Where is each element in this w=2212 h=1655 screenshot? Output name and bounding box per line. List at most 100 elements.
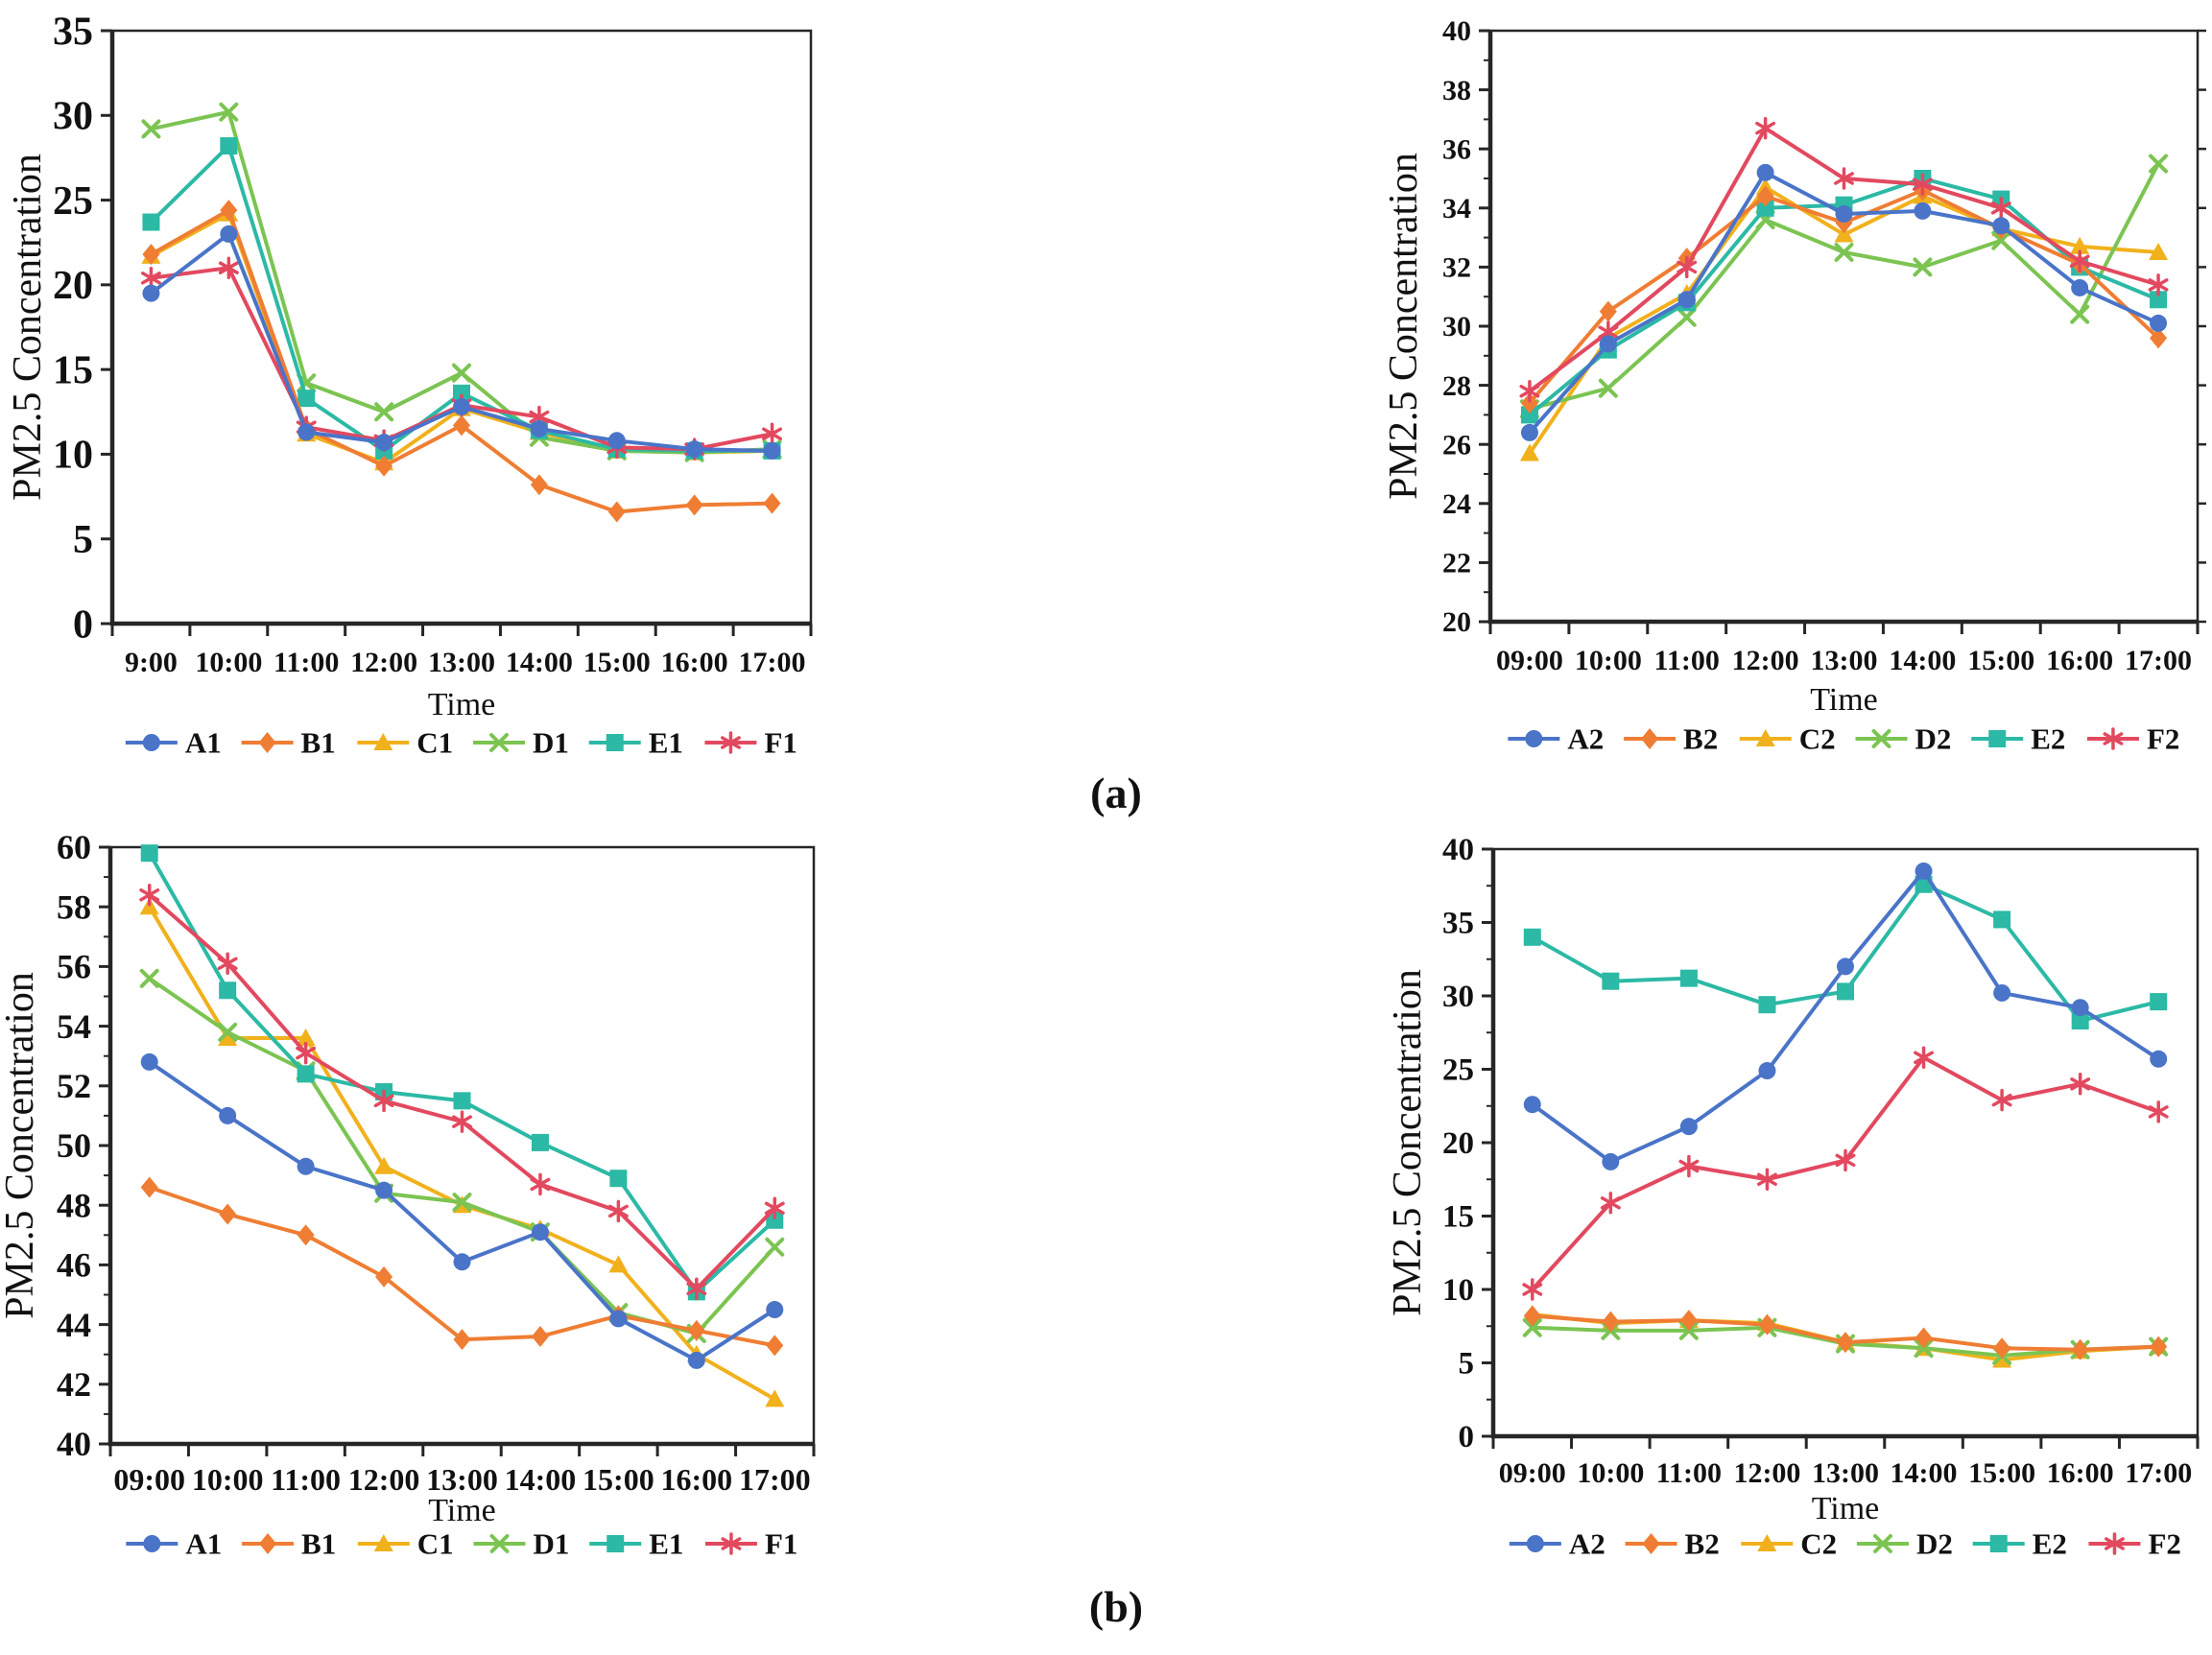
y-tick-label: 35 (53, 10, 93, 54)
series-E2-marker (1758, 996, 1776, 1014)
series-C1-marker (608, 1255, 629, 1273)
series-B2-marker (1520, 392, 1538, 414)
legend: A2 B2 C2 D2 E2 F2 (1509, 1527, 2181, 1561)
legend-label-E1: E1 (649, 726, 683, 760)
series-C2-marker (1992, 1350, 2012, 1368)
y-tick-label: 20 (1442, 606, 1471, 638)
y-tick-label: 25 (1442, 1053, 1474, 1088)
x-tick-label: 17:00 (739, 1462, 811, 1497)
series-A2-marker (1602, 1152, 1620, 1170)
series-A1-marker (531, 1223, 549, 1241)
legend-item-A2: A2 (1508, 722, 1604, 756)
series-C2-marker (2070, 236, 2090, 254)
series-A2-marker (1914, 201, 1932, 220)
series-F2-marker (1834, 167, 1854, 190)
legend-diamond-icon (259, 1533, 277, 1554)
series-B1-marker (531, 1326, 549, 1348)
series-E1-marker (219, 981, 237, 1000)
series-F2-marker (1912, 173, 1933, 196)
series-D1-marker (374, 402, 394, 422)
legend-label-B2: B2 (1685, 1527, 1720, 1561)
legend-circle-icon (1526, 1535, 1544, 1552)
series-A2-marker (1523, 1096, 1541, 1114)
series-A2-marker (1992, 217, 2010, 235)
series-E2-marker (1523, 928, 1541, 946)
series-E2-marker (1679, 969, 1698, 987)
series-D2-marker (1522, 1317, 1542, 1337)
x-tick-label: 10:00 (1575, 645, 1642, 676)
series-A1-marker (140, 1052, 158, 1071)
series-D1-marker (452, 1193, 472, 1213)
x-tick-label: 11:00 (271, 1462, 341, 1497)
series-D1-marker (452, 363, 471, 383)
x-tick-label: 11:00 (1654, 645, 1720, 676)
series-B1-marker (220, 200, 238, 222)
legend-item-A1: A1 (126, 1527, 222, 1561)
legend-label-F2: F2 (2148, 1527, 2180, 1561)
legend-star-icon (2103, 727, 2124, 750)
series-B2-marker (1993, 1337, 2011, 1359)
series-A1-marker (607, 432, 626, 450)
series-C2-marker (1834, 225, 1854, 243)
series-A1-marker (375, 434, 393, 452)
x-tick-label: 13:00 (1811, 645, 1878, 676)
series-E1-marker (220, 137, 238, 155)
chart-panel-b-right: 0 5 10 15 20 25 30 35 40 09:00 10:00 11:00 12:00 13:0… (1386, 833, 2200, 1561)
series-F1-line (147, 892, 777, 1291)
legend-label-F1: F1 (765, 1527, 797, 1561)
legend-circle-icon (1525, 730, 1543, 747)
x-tick-label: 12:00 (350, 647, 417, 678)
x-tick-label: 12:00 (348, 1462, 420, 1497)
series-F2-marker (1600, 1191, 1621, 1215)
series-E1-marker (609, 1170, 628, 1188)
axis-title-y: PM2.5 Concentration (1386, 969, 1430, 1316)
legend-item-F1: F1 (704, 726, 797, 760)
series-B1-marker (219, 1203, 237, 1225)
legend-circle-icon (142, 734, 160, 751)
legend-label-E2: E2 (2031, 722, 2065, 756)
legend-star-icon (721, 1532, 742, 1555)
legend-label-A1: A1 (185, 726, 222, 760)
legend-item-A1: A1 (125, 726, 222, 760)
legend-square-icon (1988, 730, 2007, 747)
x-tick-label: 10:00 (195, 647, 262, 678)
legend-square-icon (607, 1535, 625, 1552)
x-tick-label: 10:00 (1577, 1457, 1644, 1489)
series-A2-marker (1837, 958, 1854, 976)
series-A1-marker (142, 284, 160, 302)
series-A1-marker (763, 441, 781, 460)
series-A2-marker (2150, 314, 2168, 332)
series-A2-marker (1993, 983, 2011, 1002)
y-tick-label: 26 (1442, 429, 1471, 461)
y-tick-label: 24 (1442, 488, 1471, 520)
y-tick-label: 5 (73, 518, 93, 562)
series-F1-marker (686, 1277, 707, 1301)
legend-label-E2: E2 (2033, 1527, 2067, 1561)
series-B1-line (149, 208, 774, 514)
series-A2-marker (1599, 335, 1617, 353)
axis-title-x: Time (428, 687, 496, 722)
series-B1-marker (607, 501, 626, 523)
axis-title-y: PM2.5 Concentration (0, 972, 42, 1319)
legend-label-C1: C1 (417, 1527, 454, 1561)
legend-label-A2: A2 (1569, 1527, 1605, 1561)
series-B2-marker (1679, 1310, 1698, 1332)
y-tick-label: 52 (57, 1067, 91, 1105)
series-A1-marker (453, 397, 470, 415)
series-E2-marker (1602, 972, 1620, 990)
x-tick-label: 14:00 (1889, 645, 1956, 676)
legend-label-A1: A1 (185, 1527, 222, 1561)
series-B1-marker (453, 414, 470, 437)
panel-label-a: (a) (1090, 768, 1142, 817)
chart-panel-a-right: 20 22 24 26 28 30 32 34 36 38 40 09:00 10:00 11:00 12:… (1382, 15, 2206, 756)
series-A2-marker (2071, 999, 2089, 1017)
series-A1-marker (766, 1301, 784, 1319)
series-F2-marker (2148, 1100, 2169, 1123)
series-F1-marker (762, 422, 783, 445)
x-tick-label: 17:00 (739, 647, 806, 678)
series-B1-marker (375, 1265, 393, 1288)
legend-item-A2: A2 (1509, 1527, 1605, 1561)
series-A2-marker (2150, 1050, 2168, 1068)
legend-label-F2: F2 (2147, 722, 2179, 756)
series-B1-marker (685, 494, 703, 516)
